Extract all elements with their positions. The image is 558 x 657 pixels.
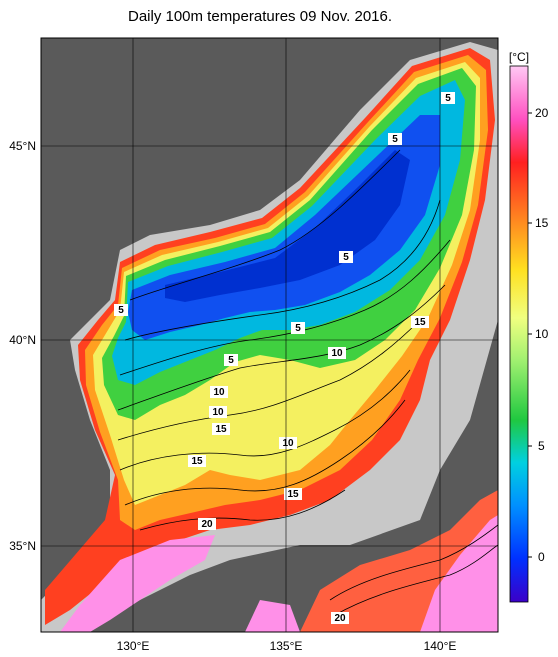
lat-label-45: 45°N	[9, 139, 36, 153]
contour-label-5e: 5	[295, 323, 301, 334]
southwest-pink	[60, 535, 215, 632]
pacific-pink	[420, 515, 498, 632]
colorbar-tick-15: 15	[535, 216, 549, 230]
contour-label-15d: 15	[287, 489, 299, 500]
map-title: Daily 100m temperatures 09 Nov. 2016.	[127, 8, 393, 25]
contour-label-5b: 5	[392, 134, 398, 145]
contour-label-5f: 5	[228, 355, 234, 366]
map-frame	[40, 37, 499, 633]
contour-label-20a: 20	[201, 519, 213, 530]
lon-label-140: 140°E	[424, 639, 457, 653]
graticule	[41, 38, 498, 632]
contour-label-20b: 20	[334, 613, 346, 624]
colorbar-unit: [°C]	[509, 50, 529, 64]
contour-label-10c: 10	[212, 407, 224, 418]
colorbar-ramp	[509, 65, 529, 603]
colorbar-tick-20: 20	[535, 106, 549, 120]
lat-label-35: 35°N	[9, 539, 36, 553]
colorbar-tick-5: 5	[538, 439, 545, 453]
contour-label-5c: 5	[343, 252, 349, 263]
colorbar: [°C] 20 15 10 5 0	[509, 50, 549, 603]
lat-label-40: 40°N	[9, 333, 36, 347]
contour-label-10a: 10	[331, 348, 343, 359]
contour-label-15c: 15	[191, 456, 203, 467]
contour-label-10b: 10	[213, 387, 225, 398]
sea-deep-blue	[165, 150, 410, 302]
lon-label-135: 135°E	[270, 639, 303, 653]
colorbar-tick-0: 0	[538, 550, 545, 564]
contour-label-15a: 15	[414, 317, 426, 328]
contour-label-group: 5 5 5 5 5 5 10 10 10 10 15 15 15 15 20 2…	[114, 92, 455, 624]
contour-label-10d: 10	[282, 438, 294, 449]
lon-label-130: 130°E	[117, 639, 150, 653]
contour-label-5a: 5	[445, 93, 451, 104]
contour-label-15b: 15	[215, 424, 227, 435]
contour-lines	[117, 149, 498, 616]
contour-label-5d: 5	[118, 305, 124, 316]
colorbar-tick-10: 10	[535, 327, 549, 341]
